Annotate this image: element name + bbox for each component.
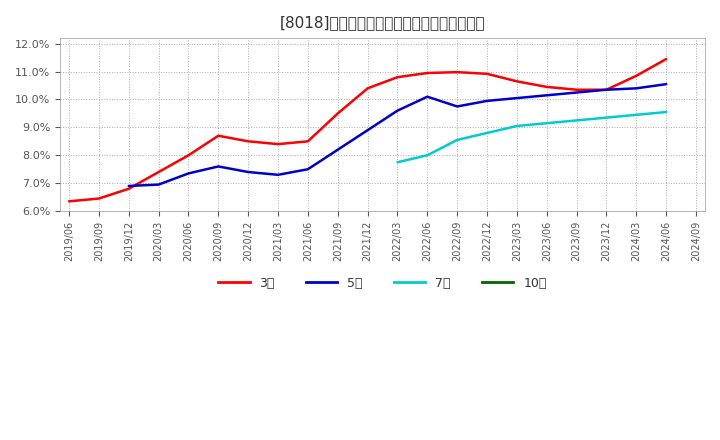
Title: [8018]　当期純利益マージンの平均値の推移: [8018] 当期純利益マージンの平均値の推移 (280, 15, 485, 30)
Legend: 3年, 5年, 7年, 10年: 3年, 5年, 7年, 10年 (213, 272, 552, 295)
